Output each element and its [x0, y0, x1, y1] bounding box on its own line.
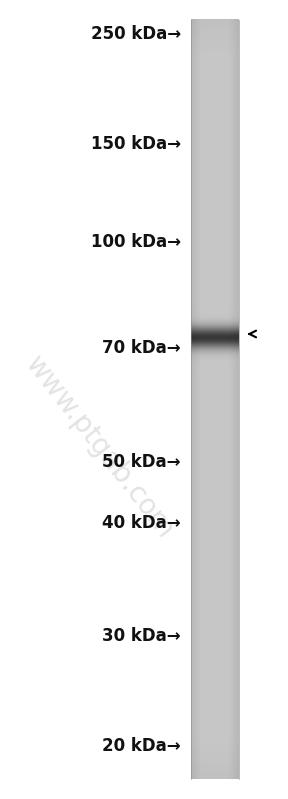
Text: 30 kDa→: 30 kDa→	[102, 627, 181, 645]
Text: 20 kDa→: 20 kDa→	[102, 737, 181, 755]
Text: 250 kDa→: 250 kDa→	[91, 26, 181, 43]
Text: 100 kDa→: 100 kDa→	[91, 233, 181, 251]
Text: 50 kDa→: 50 kDa→	[103, 453, 181, 471]
Text: 70 kDa→: 70 kDa→	[102, 340, 181, 357]
Text: www.ptgab.com: www.ptgab.com	[19, 351, 179, 544]
Text: 150 kDa→: 150 kDa→	[91, 135, 181, 153]
Text: 40 kDa→: 40 kDa→	[102, 514, 181, 531]
